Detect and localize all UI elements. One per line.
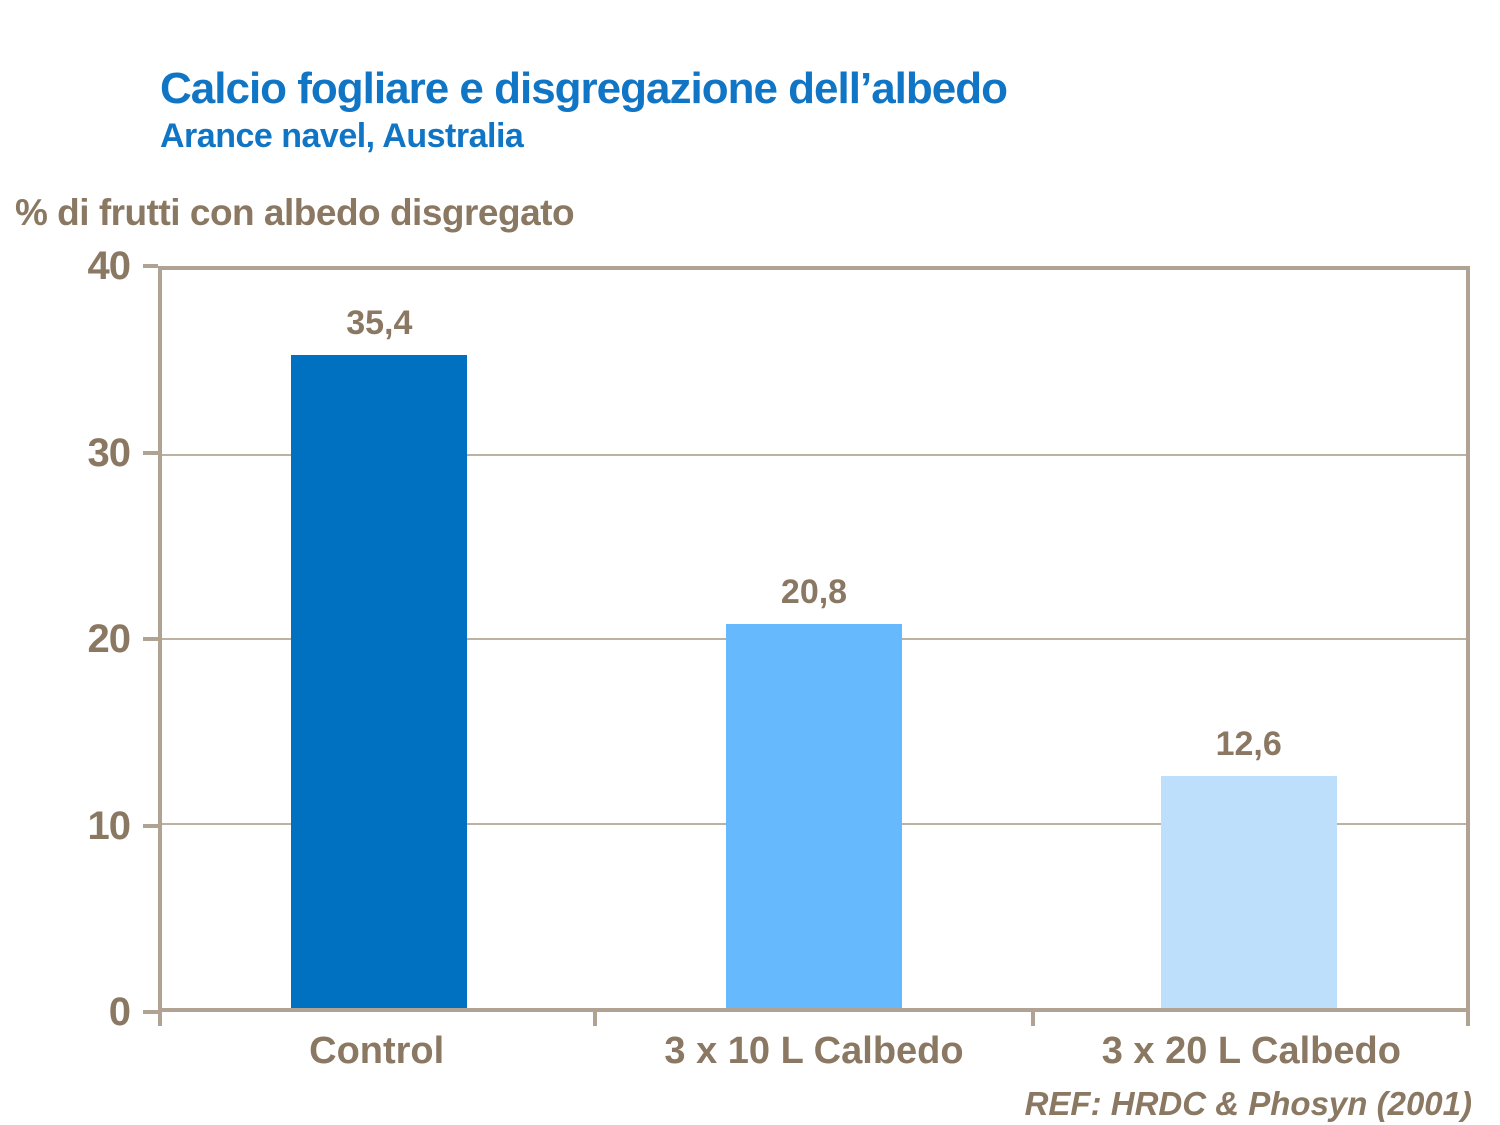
bar xyxy=(726,624,902,1008)
bar-value-label: 20,8 xyxy=(780,573,848,612)
y-tick-mark xyxy=(143,1010,158,1014)
bar-value-label: 35,4 xyxy=(346,303,413,342)
x-axis-labels: Control 3 x 10 L Calbedo 3 x 20 L Calbedo xyxy=(158,1030,1470,1073)
chart-title: Calcio fogliare e disgregazione dell’alb… xyxy=(160,64,1008,113)
x-tick-mark xyxy=(1030,1012,1035,1026)
y-tick-label: 40 xyxy=(87,244,132,288)
y-axis-title: % di frutti con albedo disgregato xyxy=(15,192,575,233)
y-tick-mark xyxy=(143,823,158,828)
bar-value-label: 12,6 xyxy=(1215,724,1282,763)
y-tick-mark xyxy=(143,450,158,455)
x-tick-mark xyxy=(1466,1012,1470,1026)
x-tick-mark xyxy=(158,1012,162,1026)
y-tick-label: 20 xyxy=(87,617,132,661)
bar xyxy=(1160,775,1337,1008)
x-tick-mark xyxy=(593,1012,598,1026)
x-category-label: Control xyxy=(309,1030,445,1072)
x-category-label: 3 x 20 L Calbedo xyxy=(1101,1030,1401,1072)
x-category-label: 3 x 10 L Calbedo xyxy=(664,1030,964,1072)
reference-note: REF: HRDC & Phosyn (2001) xyxy=(1024,1085,1472,1122)
plot-area: 35,4 20,8 12,6 xyxy=(158,266,1470,1012)
y-tick-mark xyxy=(143,637,158,641)
bar xyxy=(291,354,468,1008)
y-tick-label: 30 xyxy=(87,430,132,475)
y-tick-mark xyxy=(143,264,158,268)
y-tick-label: 0 xyxy=(108,990,131,1034)
chart-subtitle: Arance navel, Australia xyxy=(160,117,524,155)
y-tick-label: 10 xyxy=(87,803,132,848)
gridline xyxy=(162,453,1466,456)
